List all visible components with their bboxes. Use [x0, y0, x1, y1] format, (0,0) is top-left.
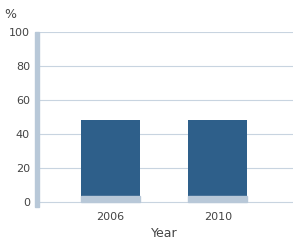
Bar — [81, 196, 140, 202]
FancyBboxPatch shape — [35, 32, 39, 207]
Bar — [81, 120, 140, 202]
X-axis label: Year: Year — [151, 227, 177, 240]
Bar — [188, 196, 247, 202]
Text: %: % — [4, 8, 16, 21]
Bar — [188, 120, 247, 202]
